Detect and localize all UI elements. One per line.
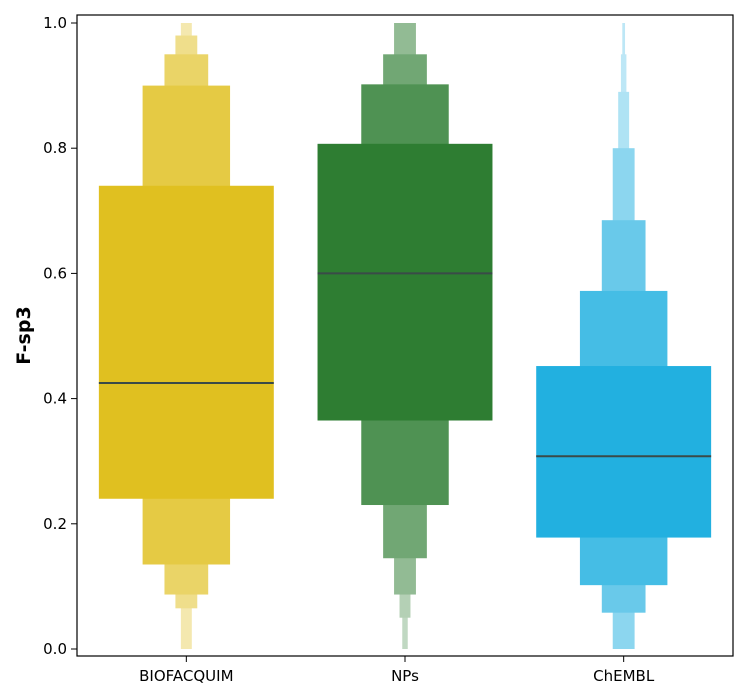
y-axis-label: F-sp3 <box>13 306 35 364</box>
boxen-plot-area <box>98 23 712 650</box>
y-tick-label: 0.0 <box>43 640 67 658</box>
x-tick-label: NPs <box>391 667 419 685</box>
y-tick-label: 0.4 <box>43 390 67 408</box>
y-tick-label: 0.8 <box>43 139 67 157</box>
y-axis: 0.0 0.2 0.4 0.6 0.8 1.0 <box>43 14 77 658</box>
x-tick-label: BIOFACQUIM <box>139 667 233 685</box>
box-level <box>536 366 712 538</box>
y-tick-label: 0.2 <box>43 515 67 533</box>
y-tick-label: 1.0 <box>43 14 67 32</box>
box-level <box>317 143 493 421</box>
y-tick-label: 0.6 <box>43 264 67 282</box>
x-axis: BIOFACQUIM NPs ChEMBL <box>139 656 655 685</box>
x-tick-label: ChEMBL <box>593 667 655 685</box>
median-lines <box>98 272 712 458</box>
box-level <box>98 185 274 499</box>
